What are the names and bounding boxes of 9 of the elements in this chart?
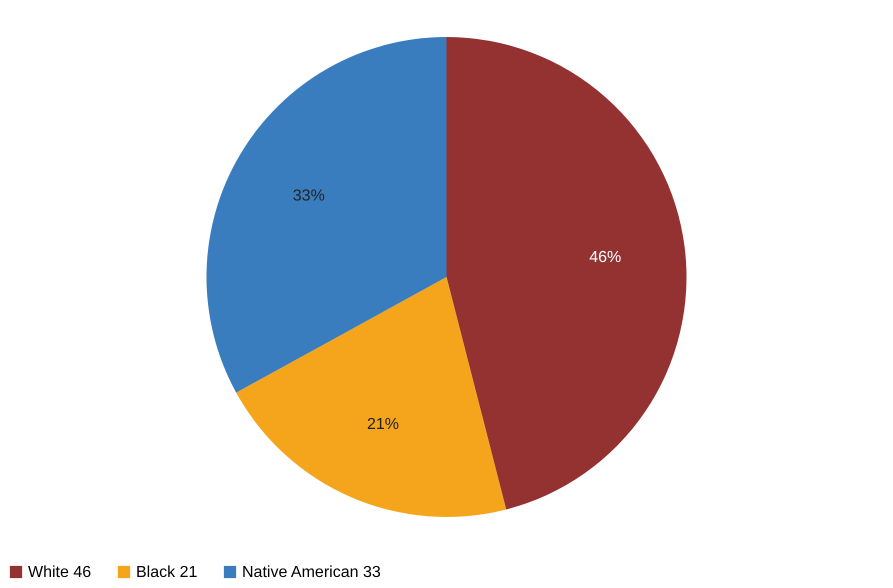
data-label: 46% <box>589 248 622 266</box>
pie-slice <box>236 277 506 517</box>
legend-label: Black 21 <box>136 564 198 581</box>
legend-label: Native American 33 <box>242 564 381 581</box>
data-label: 21% <box>366 416 399 433</box>
legend-label: White 46 <box>28 564 92 581</box>
pie-slice <box>446 37 686 510</box>
pie-slice <box>206 37 446 393</box>
data-label: 33% <box>292 188 325 205</box>
